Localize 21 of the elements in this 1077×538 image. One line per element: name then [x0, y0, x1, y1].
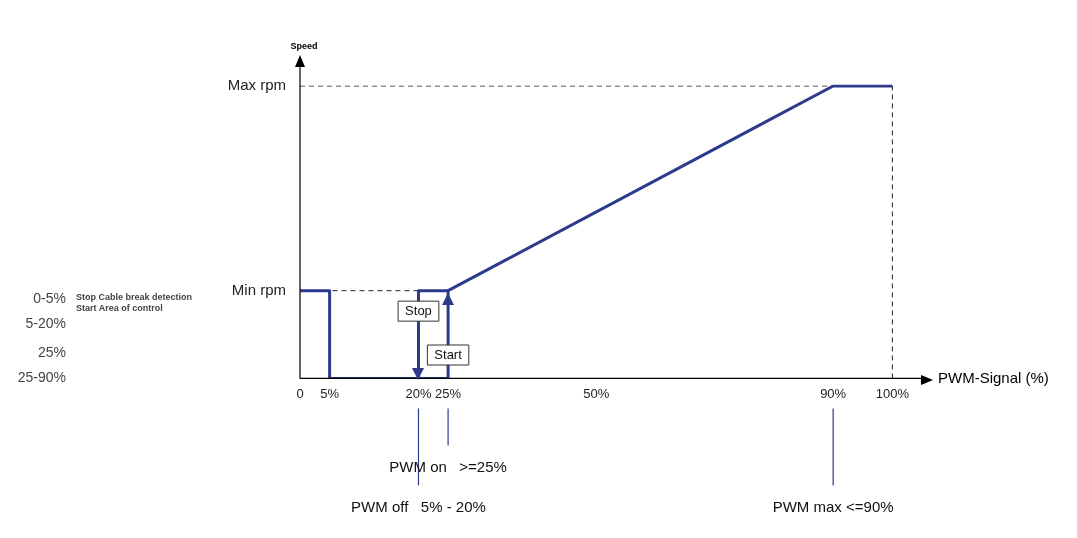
- x-tick-label: 5%: [320, 385, 340, 401]
- x-tick-label: 90%: [820, 385, 847, 401]
- annotation: Start: [434, 346, 463, 362]
- annotation: Stop: [405, 302, 432, 318]
- y-axis-title: Speed: [290, 41, 318, 52]
- x-tick-label: 20%: [405, 385, 432, 401]
- text: 5-20%: [24, 315, 66, 331]
- text: Stop Cable break detection: [76, 292, 193, 302]
- x-tick-label: 50%: [583, 385, 610, 401]
- text: Start Area of control: [76, 303, 163, 313]
- text: 0-5%: [32, 290, 66, 306]
- annotation: Max rpm: [227, 76, 286, 94]
- text: 25%: [36, 344, 66, 360]
- annotation: PWM max <=90%: [772, 497, 894, 515]
- x-tick-label: 0: [296, 385, 304, 401]
- annotation: Min rpm: [231, 280, 286, 298]
- text: 25-90%: [16, 369, 66, 385]
- x-axis-title: PWM-Signal (%): [938, 368, 1049, 386]
- x-tick-label: 100%: [875, 385, 910, 401]
- annotation: PWM off 5% - 20%: [351, 497, 486, 515]
- x-tick-label: 25%: [435, 385, 462, 401]
